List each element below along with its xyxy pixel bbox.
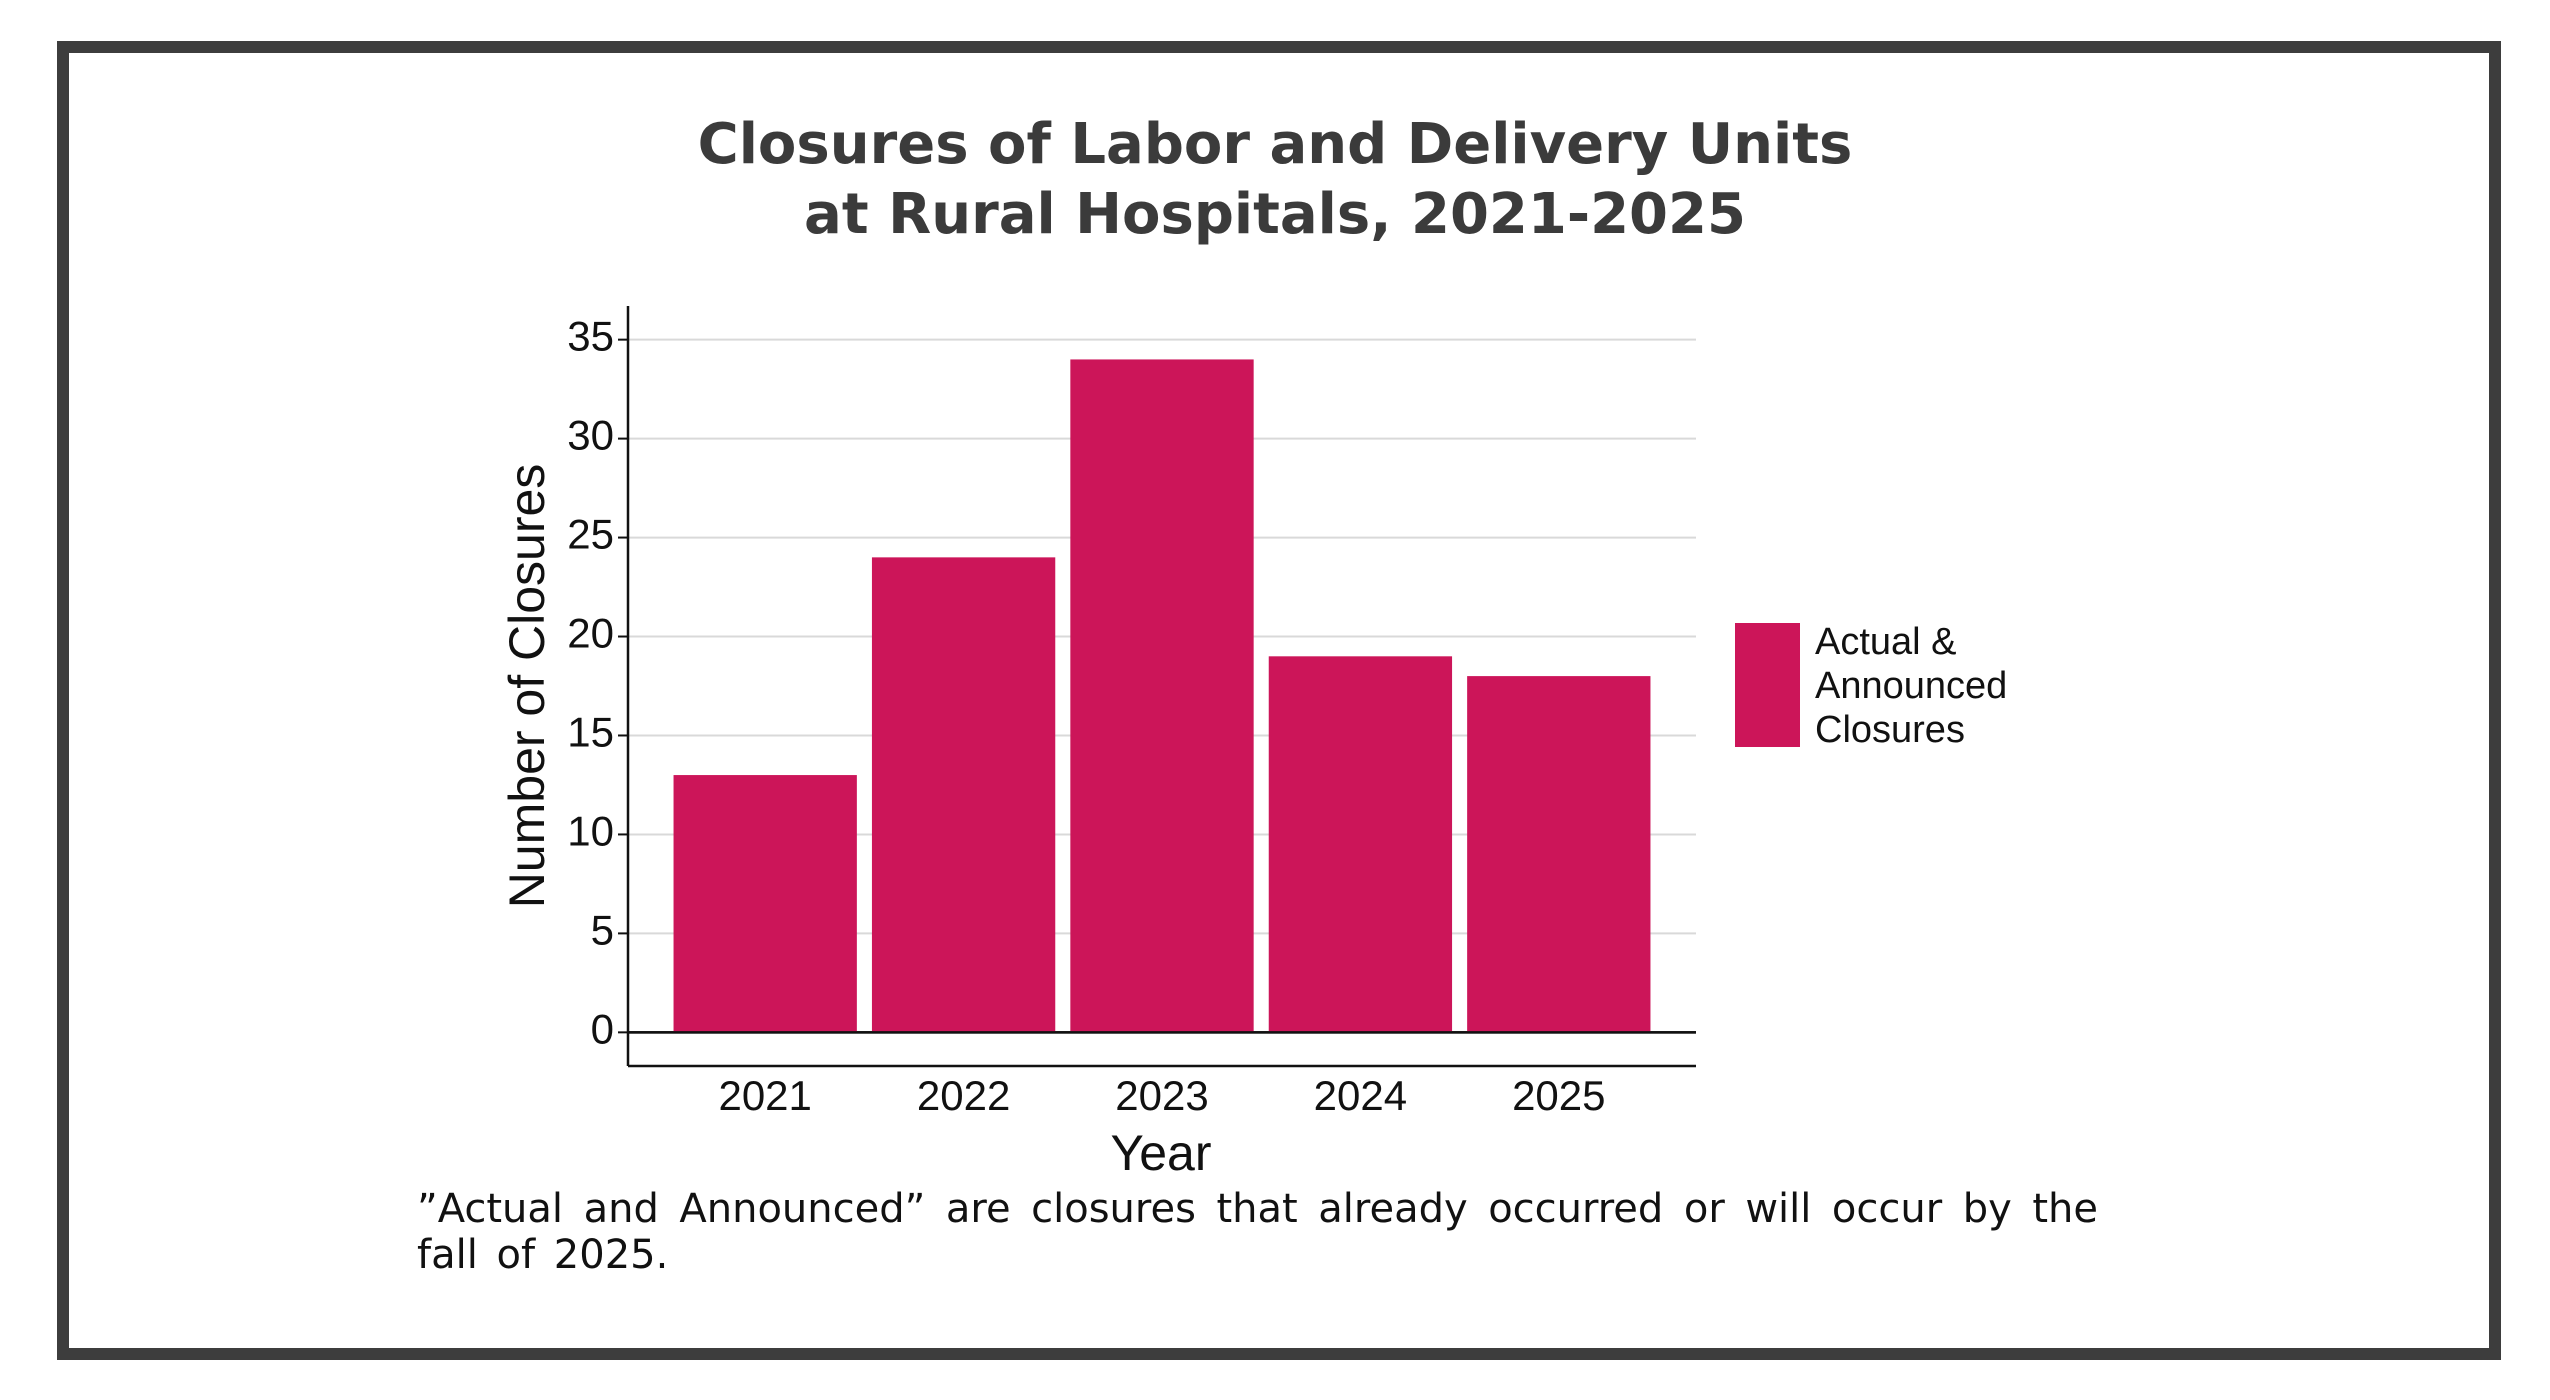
y-axis-label: Number of Closures <box>499 464 555 909</box>
footnote: ”Actual and Announced” are closures that… <box>417 1186 2098 1278</box>
bar <box>673 775 857 1033</box>
bar <box>1467 676 1651 1033</box>
y-tick-label: 0 <box>591 1005 614 1052</box>
legend-swatch <box>1735 623 1800 747</box>
y-tick-label: 20 <box>567 610 614 657</box>
bar <box>1268 656 1453 1033</box>
y-tick-label: 5 <box>591 906 614 953</box>
y-tick-label: 15 <box>567 709 614 756</box>
legend-label: Actual & Announced Closures <box>1815 621 2008 751</box>
x-tick-label: 2022 <box>917 1072 1010 1119</box>
x-tick-label: 2024 <box>1314 1072 1407 1119</box>
x-tick-label: 2021 <box>718 1072 811 1119</box>
x-tick-label: 2025 <box>1512 1072 1605 1119</box>
x-axis-label: Year <box>1110 1125 1211 1181</box>
chart-title: Closures of Labor and Delivery Units at … <box>697 112 1853 247</box>
bar <box>1070 359 1254 1033</box>
bar <box>871 557 1056 1033</box>
y-tick-label: 30 <box>567 412 614 459</box>
y-tick-label: 10 <box>567 808 614 855</box>
y-tick-label: 25 <box>567 511 614 558</box>
x-tick-label: 2023 <box>1115 1072 1208 1119</box>
y-tick-label: 35 <box>567 313 614 360</box>
